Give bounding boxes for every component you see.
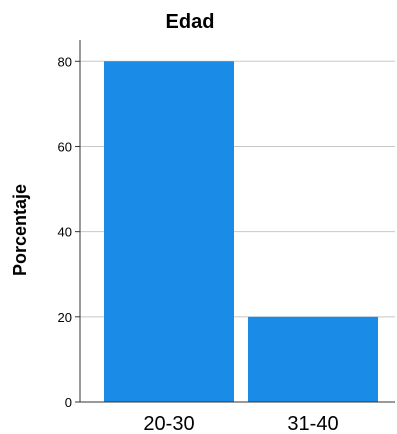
y-tick-label: 60 — [58, 139, 72, 154]
y-tick-label: 0 — [65, 395, 72, 410]
y-tick-label: 40 — [58, 225, 72, 240]
y-axis-label: Porcentaje — [10, 184, 30, 276]
bar-20-30 — [104, 61, 234, 402]
y-tick-labels: 0 20 40 60 80 — [58, 54, 72, 410]
x-tick-labels: 20-30 31-40 — [143, 413, 338, 434]
chart-title: Edad — [166, 11, 215, 33]
x-tick-label: 20-30 — [143, 413, 194, 434]
bars — [104, 61, 378, 402]
y-tick-label: 80 — [58, 54, 72, 69]
y-tick-label: 20 — [58, 310, 72, 325]
x-tick-label: 31-40 — [287, 413, 338, 434]
axes — [79, 40, 395, 403]
bar-31-40 — [248, 316, 378, 402]
